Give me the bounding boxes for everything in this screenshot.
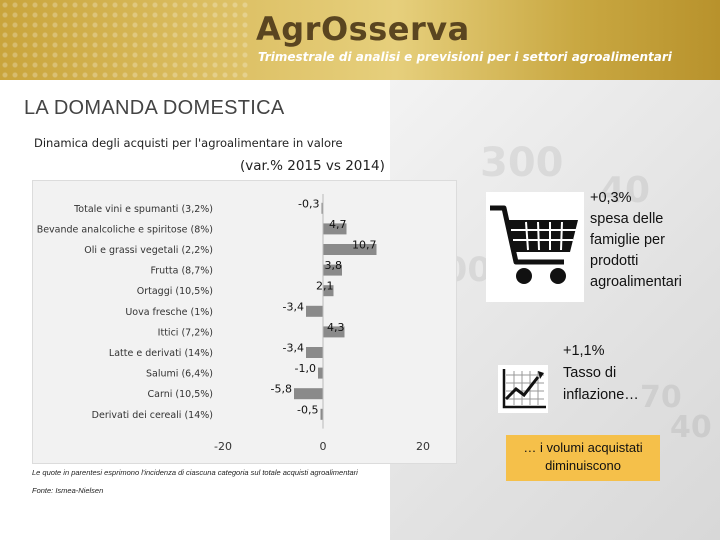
data-label: -5,8 [271, 383, 292, 396]
x-tick-label: 0 [320, 440, 327, 453]
brand-logo: AgrOsserva [256, 10, 470, 48]
bar [294, 388, 323, 400]
bar-chart: Totale vini e spumanti (3,2%) -0,3 Bevande… [37, 194, 430, 453]
bar [323, 285, 334, 297]
data-label: -0,3 [298, 197, 319, 210]
data-label: 10,7 [352, 239, 377, 252]
bar [323, 223, 347, 235]
category-label: Bevande analcoliche e spiritose (8%) [37, 224, 213, 235]
data-label: -0,5 [297, 403, 318, 416]
category-label: Ortaggi (10,5%) [137, 286, 213, 297]
bar [306, 347, 323, 358]
banner-pattern [0, 0, 250, 80]
shopping-cart-icon [486, 192, 584, 302]
x-tick-label: -20 [214, 440, 232, 453]
data-label: -3,4 [283, 300, 304, 313]
data-label: 3,8 [325, 259, 343, 272]
chart-panel: Totale vini e spumanti (3,2%) -0,3 Bevande… [32, 180, 457, 464]
category-label: Uova fresche (1%) [125, 307, 213, 318]
bar [306, 305, 323, 317]
category-label: Derivati dei cereali (14%) [92, 410, 213, 421]
inflation-callout: +1,1% Tasso di inflazione… [563, 343, 639, 403]
volumes-callout: … i volumi acquistati diminuiscono [506, 435, 660, 481]
chart-source: Fonte: Ismea-Nielsen [32, 486, 104, 495]
bar [321, 202, 323, 214]
data-label: 2,1 [316, 280, 334, 293]
category-label: Ittici (7,2%) [158, 327, 213, 338]
spesa-callout: +0,3% spesa delle famiglie per prodotti … [590, 190, 682, 290]
x-tick-label: 20 [416, 440, 430, 453]
brand-tagline: Trimestrale di analisi e previsioni per … [258, 50, 672, 64]
category-label: Carni (10,5%) [148, 389, 213, 400]
bar [323, 264, 342, 276]
bar [318, 367, 323, 379]
category-label: Latte e derivati (14%) [109, 348, 213, 359]
category-label: Totale vini e spumanti (3,2%) [73, 204, 213, 215]
category-label: Frutta (8,7%) [150, 266, 213, 277]
category-label: Oli e grassi vegetali (2,2%) [84, 245, 213, 256]
page-title: LA DOMANDA DOMESTICA [24, 97, 285, 119]
data-label: 4,3 [327, 321, 345, 334]
chart-subtitle: (var.% 2015 vs 2014) [240, 158, 385, 174]
data-label: -1,0 [295, 362, 316, 375]
data-label: -3,4 [283, 342, 304, 355]
data-label: 4,7 [329, 218, 347, 231]
bar [320, 408, 323, 420]
chart-title: Dinamica degli acquisti per l'agroalimen… [34, 136, 343, 150]
chart-note: Le quote in parentesi esprimono l'incide… [32, 468, 358, 477]
bar [323, 244, 377, 255]
line-chart-icon [498, 365, 548, 413]
category-label: Salumi (6,4%) [146, 369, 213, 380]
bar [323, 326, 345, 338]
header-banner: AgrOsserva Trimestrale di analisi e prev… [0, 0, 720, 80]
